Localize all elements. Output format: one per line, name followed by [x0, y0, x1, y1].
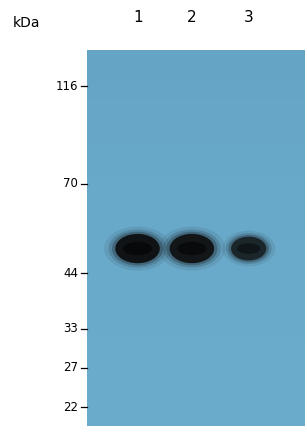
Bar — [87, 62, 305, 68]
Bar — [87, 162, 305, 168]
Bar — [87, 131, 305, 137]
Bar — [87, 338, 305, 344]
Bar — [87, 181, 305, 187]
Ellipse shape — [237, 243, 260, 254]
Bar — [87, 144, 305, 150]
Bar — [87, 200, 305, 206]
Text: 116: 116 — [56, 79, 78, 92]
Bar — [87, 156, 305, 162]
Text: 1: 1 — [133, 10, 143, 25]
Bar — [87, 238, 305, 244]
Bar — [87, 282, 305, 288]
Bar — [87, 68, 305, 75]
Bar — [87, 50, 305, 56]
Ellipse shape — [228, 235, 269, 262]
Bar — [87, 100, 305, 106]
Bar — [87, 394, 305, 400]
Bar — [87, 50, 305, 426]
Bar — [87, 118, 305, 125]
Bar — [87, 413, 305, 419]
Bar — [87, 125, 305, 131]
Bar — [87, 269, 305, 275]
Text: 33: 33 — [64, 322, 78, 335]
Ellipse shape — [163, 229, 221, 268]
Bar — [87, 106, 305, 112]
Bar — [87, 319, 305, 325]
Bar — [87, 112, 305, 119]
Bar — [87, 350, 305, 357]
Bar — [87, 419, 305, 426]
Bar — [87, 169, 305, 175]
Bar — [87, 194, 305, 200]
Bar — [87, 175, 305, 181]
Bar — [87, 344, 305, 350]
Ellipse shape — [231, 237, 266, 260]
Ellipse shape — [222, 231, 275, 267]
Bar — [87, 382, 305, 388]
Bar — [87, 94, 305, 100]
Text: 2: 2 — [187, 10, 197, 25]
Text: 44: 44 — [63, 267, 78, 280]
Bar — [87, 244, 305, 250]
Ellipse shape — [112, 232, 163, 265]
Ellipse shape — [115, 234, 160, 263]
Bar — [87, 375, 305, 382]
Bar — [87, 257, 305, 263]
Bar — [87, 369, 305, 375]
Bar — [87, 225, 305, 231]
Bar — [87, 407, 305, 413]
Bar — [87, 56, 305, 62]
Bar — [87, 150, 305, 156]
Bar — [87, 206, 305, 213]
Bar — [87, 213, 305, 219]
Bar — [87, 307, 305, 313]
Text: 70: 70 — [64, 177, 78, 190]
Bar — [87, 325, 305, 332]
Ellipse shape — [226, 233, 272, 264]
Bar — [87, 219, 305, 225]
Bar — [87, 81, 305, 87]
Text: 27: 27 — [63, 361, 78, 374]
Bar — [87, 363, 305, 369]
Bar — [87, 75, 305, 81]
Bar — [87, 275, 305, 282]
Ellipse shape — [177, 242, 206, 255]
Bar — [87, 87, 305, 94]
Bar — [87, 187, 305, 194]
Text: 3: 3 — [244, 10, 254, 25]
Bar — [87, 232, 305, 238]
Bar — [87, 388, 305, 394]
Bar — [87, 313, 305, 319]
Bar — [87, 263, 305, 269]
Ellipse shape — [170, 234, 214, 263]
Bar — [87, 357, 305, 363]
Bar — [87, 332, 305, 338]
Ellipse shape — [104, 226, 171, 270]
Bar — [87, 250, 305, 257]
Bar — [87, 288, 305, 294]
Ellipse shape — [123, 242, 152, 255]
Bar — [87, 294, 305, 300]
Text: 22: 22 — [63, 400, 78, 413]
Ellipse shape — [109, 229, 166, 268]
Ellipse shape — [158, 226, 225, 270]
Bar — [87, 300, 305, 307]
Ellipse shape — [166, 232, 217, 265]
Bar — [87, 137, 305, 143]
Text: kDa: kDa — [12, 16, 40, 30]
Bar — [87, 400, 305, 407]
